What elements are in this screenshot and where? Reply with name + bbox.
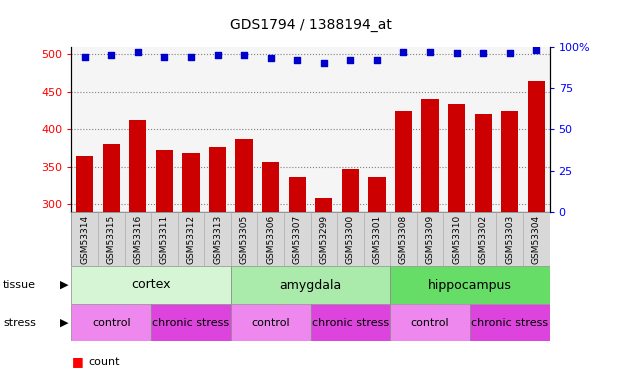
Bar (390, 266, 550, 304)
Bar (151, 212, 178, 266)
Point (478, 51, 488, 57)
Bar (289, 177, 306, 212)
Bar (337, 212, 364, 266)
Text: GSM53306: GSM53306 (266, 214, 275, 264)
Text: chronic stress: chronic stress (471, 318, 548, 327)
Text: GSM53305: GSM53305 (240, 214, 248, 264)
Text: ■: ■ (71, 356, 83, 368)
Bar (528, 81, 545, 212)
Bar (257, 212, 284, 266)
Bar (235, 139, 253, 212)
Text: chronic stress: chronic stress (152, 318, 230, 327)
Bar (231, 212, 257, 266)
Bar (395, 111, 412, 212)
Bar (71, 304, 151, 341)
Text: GSM53307: GSM53307 (292, 214, 302, 264)
Bar (443, 212, 470, 266)
Text: control: control (92, 318, 130, 327)
Bar (501, 111, 519, 212)
Point (451, 51, 461, 57)
Bar (390, 304, 470, 341)
Bar (151, 304, 231, 341)
Text: hippocampus: hippocampus (428, 279, 512, 291)
Bar (178, 212, 204, 266)
Text: GSM53301: GSM53301 (373, 214, 381, 264)
Point (106, 52, 116, 58)
Point (266, 56, 276, 62)
Bar (390, 212, 417, 266)
Text: GSM53312: GSM53312 (186, 214, 196, 264)
Bar (71, 212, 550, 266)
Bar (315, 198, 332, 212)
Text: GSM53302: GSM53302 (479, 214, 487, 264)
Point (160, 54, 170, 60)
Text: GSM53303: GSM53303 (505, 214, 514, 264)
Text: control: control (252, 318, 290, 327)
Bar (71, 266, 231, 304)
Bar (496, 212, 523, 266)
Bar (342, 169, 359, 212)
Bar (76, 156, 93, 212)
Point (505, 51, 515, 57)
Text: GSM53313: GSM53313 (213, 214, 222, 264)
Point (399, 49, 409, 55)
Text: GSM53299: GSM53299 (319, 214, 329, 264)
Bar (364, 212, 390, 266)
Bar (231, 266, 390, 304)
Bar (448, 104, 465, 212)
Text: GSM53310: GSM53310 (452, 214, 461, 264)
Point (239, 52, 249, 58)
Text: GSM53304: GSM53304 (532, 214, 541, 264)
Text: GSM53311: GSM53311 (160, 214, 169, 264)
Text: GSM53309: GSM53309 (425, 214, 435, 264)
Point (425, 49, 435, 55)
Bar (183, 153, 199, 212)
Bar (98, 212, 125, 266)
Point (186, 54, 196, 60)
Bar (129, 120, 147, 212)
Bar (71, 212, 98, 266)
Point (292, 57, 302, 63)
Bar (284, 212, 310, 266)
Point (79, 54, 89, 60)
Point (133, 49, 143, 55)
Bar (310, 304, 390, 341)
Text: ■: ■ (71, 374, 83, 375)
Point (212, 52, 222, 58)
Text: ▶: ▶ (60, 280, 68, 290)
Text: chronic stress: chronic stress (312, 318, 389, 327)
Text: control: control (410, 318, 450, 327)
Bar (470, 212, 496, 266)
Bar (470, 304, 550, 341)
Bar (422, 99, 438, 212)
Text: count: count (89, 357, 120, 367)
Bar (102, 144, 120, 212)
Text: GSM53314: GSM53314 (80, 214, 89, 264)
Bar (204, 212, 231, 266)
Bar (368, 177, 386, 212)
Text: GSM53316: GSM53316 (134, 214, 142, 264)
Text: GSM53308: GSM53308 (399, 214, 408, 264)
Bar (523, 212, 550, 266)
Bar (262, 162, 279, 212)
Point (319, 60, 329, 66)
Bar (231, 304, 310, 341)
Point (345, 57, 355, 63)
Text: stress: stress (3, 318, 36, 327)
Point (532, 47, 542, 53)
Text: ▶: ▶ (60, 318, 68, 327)
Text: cortex: cortex (132, 279, 171, 291)
Text: GSM53300: GSM53300 (346, 214, 355, 264)
Text: amygdala: amygdala (279, 279, 342, 291)
Bar (125, 212, 151, 266)
Bar (417, 212, 443, 266)
Text: GSM53315: GSM53315 (107, 214, 116, 264)
Bar (474, 114, 492, 212)
Text: GDS1794 / 1388194_at: GDS1794 / 1388194_at (230, 18, 391, 32)
Bar (156, 150, 173, 212)
Point (372, 57, 382, 63)
Text: tissue: tissue (3, 280, 36, 290)
Bar (209, 147, 226, 212)
Bar (310, 212, 337, 266)
